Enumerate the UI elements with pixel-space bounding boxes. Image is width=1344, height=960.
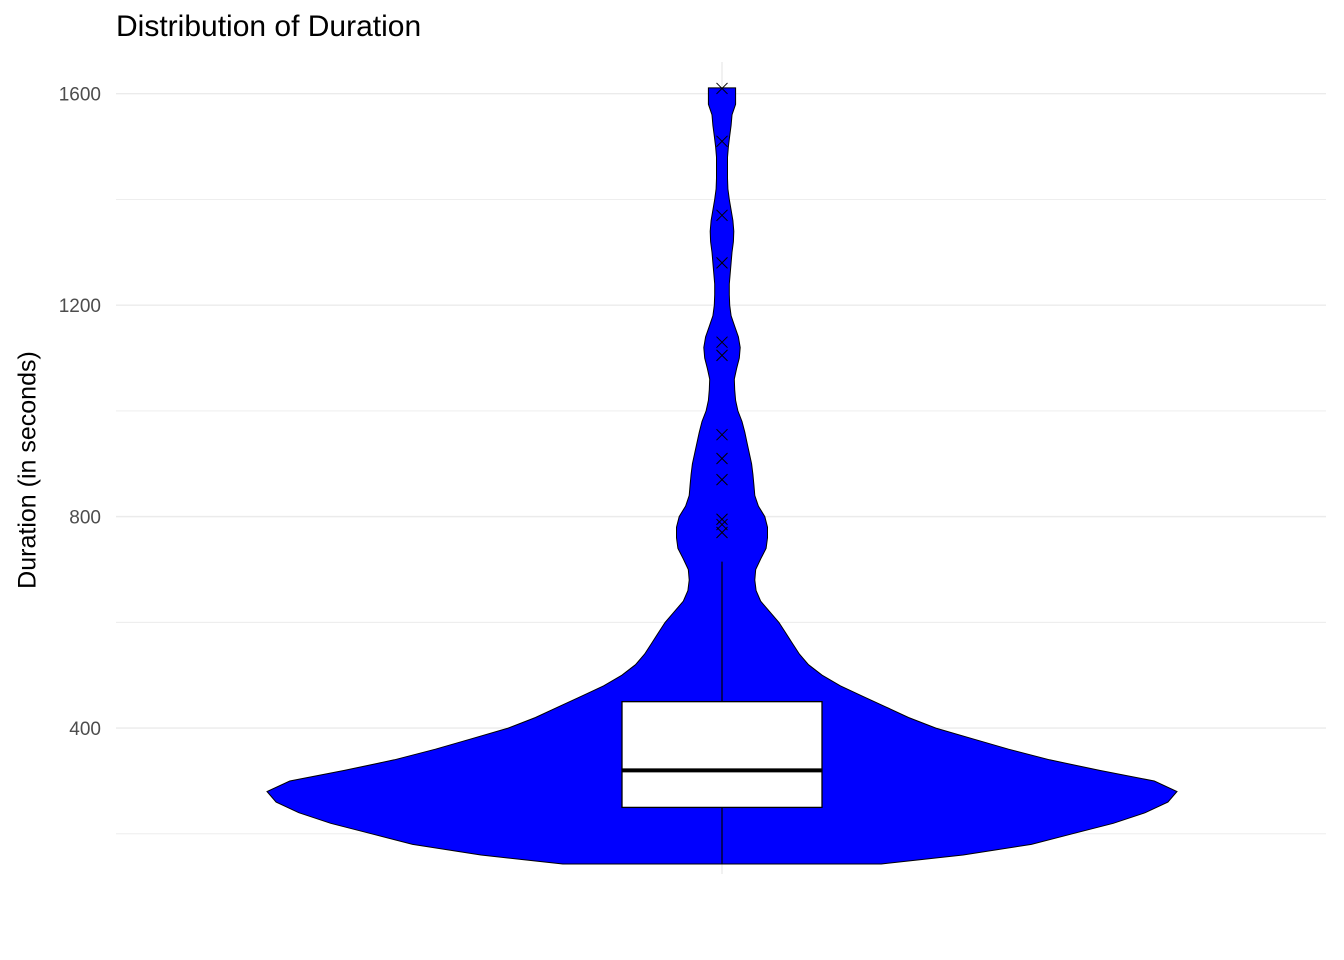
outlier-point <box>716 452 728 465</box>
outlier-layer <box>716 82 728 539</box>
outlier-stroke <box>716 473 728 486</box>
outlier-stroke <box>716 452 728 465</box>
outlier-stroke <box>716 518 728 531</box>
outlier-point <box>716 473 728 486</box>
y-tick-label: 1200 <box>59 296 101 317</box>
box-iqr <box>621 701 823 809</box>
outlier-point <box>716 518 728 531</box>
outlier-stroke <box>716 135 728 148</box>
y-tick-label: 400 <box>69 719 101 740</box>
outlier-point <box>716 349 728 362</box>
outlier-point <box>716 428 728 441</box>
boxplot-layer <box>621 561 823 864</box>
outlier-stroke <box>716 257 728 269</box>
outlier-point <box>716 209 728 222</box>
outlier-point <box>716 513 728 526</box>
outlier-stroke <box>716 428 728 441</box>
violin-layer <box>266 87 1178 865</box>
violin-shape <box>266 87 1178 865</box>
y-tick-label: 800 <box>69 508 101 529</box>
outlier-point <box>716 135 728 148</box>
outlier-stroke <box>716 209 728 222</box>
chart-title: Distribution of Duration <box>116 10 422 43</box>
outlier-point <box>716 336 728 349</box>
outlier-stroke <box>716 82 728 95</box>
outlier-point <box>716 257 728 269</box>
y-tick-label: 1600 <box>59 85 101 106</box>
outlier-stroke <box>716 349 728 362</box>
y-tick-labels: 400 800 1200 1600 <box>59 85 101 740</box>
outlier-stroke <box>716 513 728 526</box>
outlier-point <box>716 82 728 95</box>
outlier-stroke <box>716 336 728 349</box>
